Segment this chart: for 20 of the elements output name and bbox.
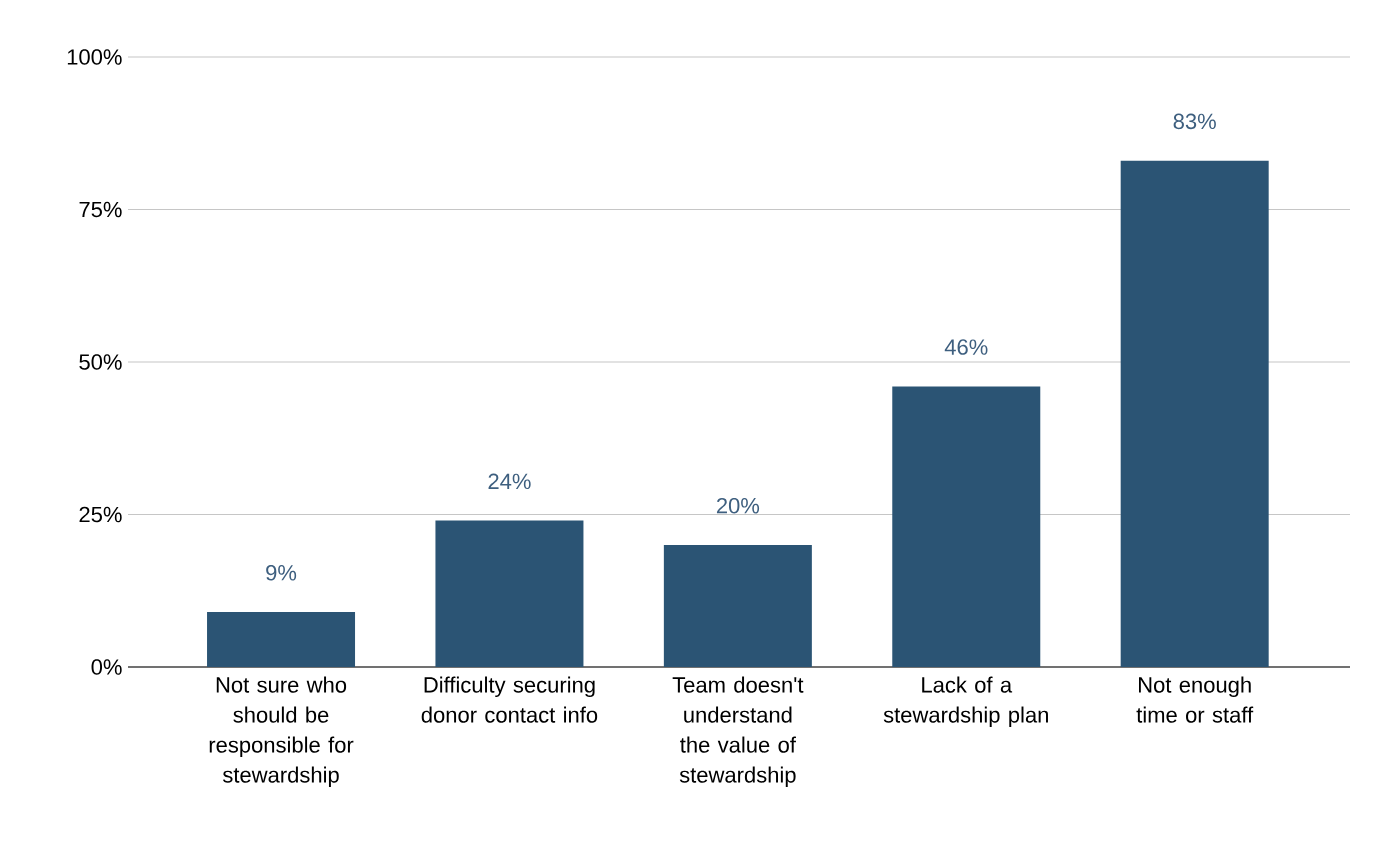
y-tick-label: 75% bbox=[79, 201, 122, 218]
data-label: 46% bbox=[944, 339, 988, 355]
bar bbox=[892, 386, 1041, 667]
x-tick-label: Difficulty securing donor contact info bbox=[421, 676, 598, 723]
data-label: 20% bbox=[716, 497, 760, 514]
bar bbox=[1120, 160, 1269, 667]
bar bbox=[663, 545, 812, 667]
bar bbox=[435, 520, 584, 667]
data-label: 24% bbox=[488, 473, 531, 490]
x-tick-label: Not enough time or staff bbox=[1136, 676, 1254, 723]
y-tick-label: 25% bbox=[79, 506, 122, 523]
x-tick-label: Lack of a stewardship plan bbox=[883, 676, 1048, 728]
y-tick-label: 0% bbox=[91, 659, 122, 675]
x-tick-label: Team doesn't understand the value of stewardship bbox=[672, 676, 804, 788]
data-label: 83% bbox=[1173, 113, 1216, 130]
x-tick-label: Not sure who should be responsible for stewardship bbox=[209, 676, 354, 788]
data-label: 9% bbox=[266, 564, 297, 581]
y-tick-label: 50% bbox=[79, 354, 122, 370]
bar bbox=[207, 612, 356, 667]
y-tick-label: 100% bbox=[67, 49, 122, 65]
